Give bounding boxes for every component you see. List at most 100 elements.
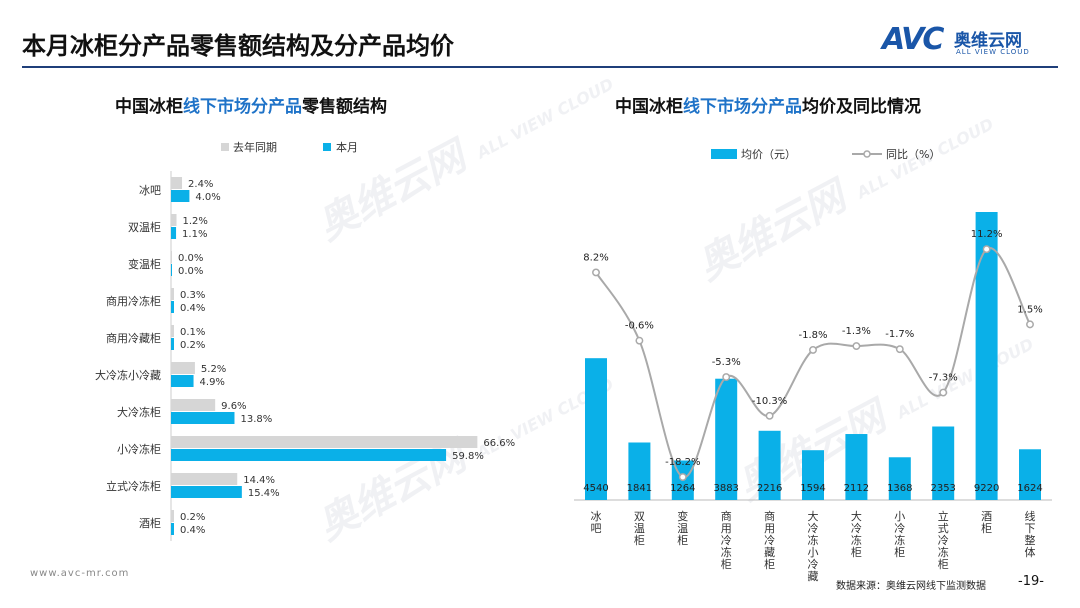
yoy-point xyxy=(982,245,991,254)
bar-avg-price xyxy=(758,430,781,500)
price-label: 2216 xyxy=(757,483,782,494)
bar-avg-price xyxy=(585,358,607,500)
category-label: 冰吧 xyxy=(139,184,161,197)
legend-swatch-price xyxy=(711,149,737,159)
bar-current xyxy=(171,338,174,350)
category-label: 商用冷藏柜 xyxy=(106,331,161,345)
price-label: 1264 xyxy=(670,483,695,494)
data-label: 0.1% xyxy=(180,327,205,338)
data-label: 4.9% xyxy=(200,377,225,388)
brand-logo: AVC 奥维云网 ALL VIEW CLOUD xyxy=(882,22,1052,62)
category-label: 大冷冻小冷藏 xyxy=(808,509,819,583)
yoy-label: 1.5% xyxy=(1017,304,1042,315)
bar-avg-price xyxy=(1019,449,1041,500)
bar-last-year xyxy=(171,436,478,448)
data-source: 数据来源：奥维云网线下监测数据 xyxy=(836,581,986,592)
category-label: 小冷冻柜 xyxy=(894,510,905,559)
data-label: 2.4% xyxy=(188,179,213,190)
data-label: 59.8% xyxy=(452,451,484,462)
price-label: 2112 xyxy=(844,483,869,494)
bar-current xyxy=(171,412,235,424)
legend-swatch-last-year xyxy=(221,143,229,151)
bar-current xyxy=(171,264,172,276)
legend-marker-yoy xyxy=(863,150,871,158)
bar-last-year xyxy=(171,362,195,374)
bar-last-year xyxy=(171,325,174,337)
bar-avg-price xyxy=(802,450,824,500)
bar-current xyxy=(171,375,194,387)
category-label: 商用冷冻柜 xyxy=(721,509,732,571)
yoy-label: -10.3% xyxy=(752,396,787,407)
price-label: 9220 xyxy=(974,483,999,494)
data-label: 1.2% xyxy=(183,216,208,227)
bar-last-year xyxy=(171,288,174,300)
data-label: 5.2% xyxy=(201,364,226,375)
bar-current xyxy=(171,449,447,461)
data-label: 4.0% xyxy=(195,192,220,203)
yoy-point xyxy=(852,342,861,351)
bar-avg-price xyxy=(888,457,911,500)
legend-label-yoy: 同比（%） xyxy=(886,148,940,161)
category-label: 线下整体 xyxy=(1025,509,1036,559)
brand-name-en: ALL VIEW CLOUD xyxy=(956,48,1030,56)
brand-mark: AVC xyxy=(882,22,944,57)
yoy-point xyxy=(678,473,687,481)
price-label: 2353 xyxy=(930,483,955,494)
yoy-line xyxy=(595,247,1031,479)
yoy-point xyxy=(722,373,731,382)
header-rule xyxy=(22,66,1058,68)
data-label: 0.0% xyxy=(178,253,203,264)
yoy-label: 11.2% xyxy=(971,229,1003,240)
category-label: 大冷冻柜 xyxy=(851,509,862,559)
category-label: 商用冷藏柜 xyxy=(764,509,775,571)
category-label: 商用冷冻柜 xyxy=(106,294,161,308)
yoy-point xyxy=(895,345,904,354)
bar-last-year xyxy=(171,399,216,411)
yoy-point xyxy=(939,388,948,397)
data-label: 0.4% xyxy=(180,303,205,314)
yoy-label: 8.2% xyxy=(583,252,608,263)
price-label: 1594 xyxy=(800,483,825,494)
bar-current xyxy=(171,523,174,535)
data-label: 1.1% xyxy=(182,229,207,240)
category-label: 大冷冻柜 xyxy=(117,405,161,419)
bar-last-year xyxy=(171,251,172,263)
bar-current xyxy=(171,301,174,313)
price-label: 4540 xyxy=(583,483,608,494)
bar-current xyxy=(171,486,242,498)
left-chart-title: 中国冰柜线下市场分产品零售额结构 xyxy=(115,97,387,117)
category-label: 双温柜 xyxy=(128,221,161,234)
category-label: 大冷冻小冷藏 xyxy=(95,368,161,382)
data-label: 0.2% xyxy=(180,340,205,351)
brand-name-cn: 奥维云网 xyxy=(954,31,1022,51)
category-label: 酒柜 xyxy=(981,510,992,535)
yoy-point xyxy=(1026,320,1034,329)
bar-avg-price xyxy=(975,212,998,500)
yoy-label: -1.7% xyxy=(885,329,914,340)
right-chart-title: 中国冰柜线下市场分产品均价及同比情况 xyxy=(615,97,921,117)
category-label: 变温柜 xyxy=(128,257,161,271)
category-label: 小冷冻柜 xyxy=(117,442,161,456)
data-label: 0.0% xyxy=(178,266,203,277)
legend-label-last-year: 去年同期 xyxy=(233,140,277,154)
yoy-point xyxy=(635,336,644,345)
data-label: 13.8% xyxy=(240,414,272,425)
yoy-point xyxy=(765,411,774,420)
category-label: 立式冷冻柜 xyxy=(938,509,949,571)
legend-label-price: 均价（元） xyxy=(741,148,796,161)
bar-last-year xyxy=(171,473,238,485)
category-label: 冰吧 xyxy=(591,510,602,535)
data-label: 14.4% xyxy=(243,475,275,486)
bar-last-year xyxy=(171,510,174,522)
page-number: -19- xyxy=(1018,574,1044,589)
bar-current xyxy=(171,190,190,202)
yoy-point xyxy=(809,346,817,354)
page-title: 本月冰柜分产品零售额结构及分产品均价 xyxy=(22,32,454,60)
legend-label-current: 本月 xyxy=(336,140,358,154)
bar-last-year xyxy=(171,177,183,189)
yoy-point xyxy=(592,268,600,277)
bar-last-year xyxy=(171,214,177,226)
data-label: 0.3% xyxy=(180,290,205,301)
yoy-label: -1.8% xyxy=(798,330,827,341)
